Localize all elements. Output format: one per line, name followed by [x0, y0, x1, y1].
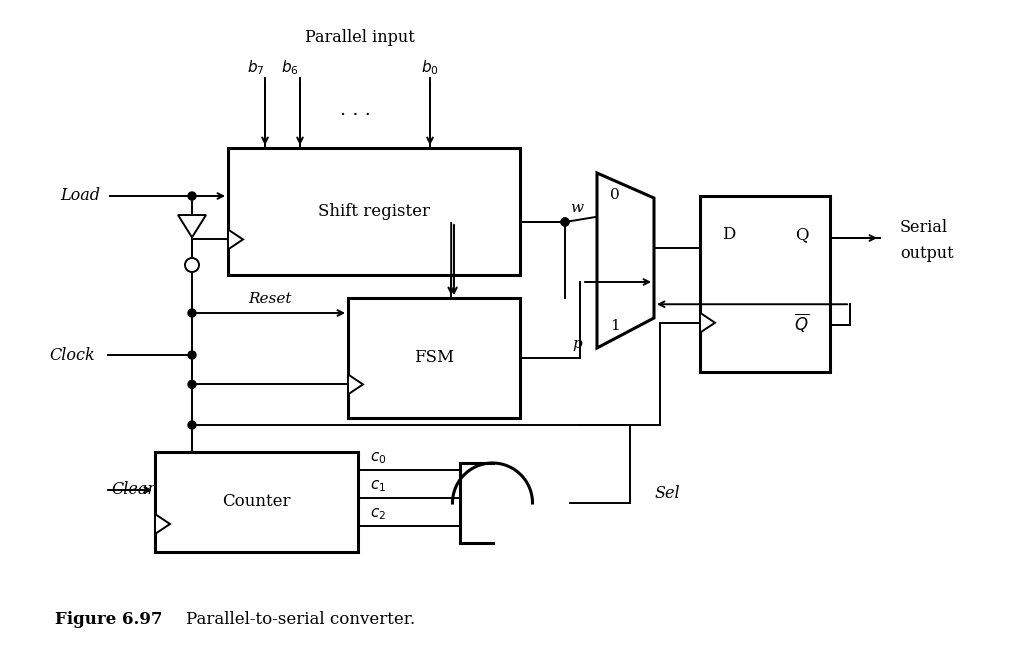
Bar [228, 148, 520, 275]
Polygon shape [597, 173, 654, 348]
Text: $b_0$: $b_0$ [421, 59, 439, 77]
Circle shape [561, 218, 569, 226]
Circle shape [188, 421, 196, 429]
Polygon shape [178, 215, 206, 237]
Text: Parallel-to-serial converter.: Parallel-to-serial converter. [165, 612, 415, 629]
Text: Counter: Counter [222, 494, 291, 511]
Bar [155, 452, 358, 552]
Text: Load: Load [60, 187, 100, 203]
Text: $\overline{Q}$: $\overline{Q}$ [794, 311, 809, 334]
Text: Reset: Reset [248, 292, 292, 306]
Text: Q: Q [795, 226, 808, 243]
Text: w: w [570, 201, 583, 215]
Polygon shape [348, 375, 362, 395]
Text: $b_6$: $b_6$ [282, 59, 299, 77]
Text: $c_2$: $c_2$ [370, 506, 386, 522]
Text: Shift register: Shift register [318, 203, 430, 220]
Text: 0: 0 [610, 188, 620, 202]
Circle shape [188, 380, 196, 388]
Text: p: p [572, 337, 582, 351]
Bar [700, 196, 830, 372]
Text: Sel: Sel [655, 485, 681, 502]
Polygon shape [228, 229, 243, 249]
Text: $c_1$: $c_1$ [370, 478, 386, 494]
Circle shape [188, 351, 196, 359]
Circle shape [185, 258, 199, 272]
Text: $c_0$: $c_0$ [370, 450, 386, 466]
Circle shape [561, 218, 569, 226]
Text: Parallel input: Parallel input [305, 30, 415, 47]
Text: output: output [900, 244, 953, 262]
Circle shape [188, 192, 196, 200]
Polygon shape [155, 514, 170, 534]
Text: Serial: Serial [900, 220, 948, 237]
Text: D: D [722, 226, 735, 243]
Text: 1: 1 [610, 319, 620, 333]
Bar [348, 298, 520, 418]
Text: Figure 6.97: Figure 6.97 [55, 612, 163, 629]
Text: Clear: Clear [111, 481, 155, 498]
Text: FSM: FSM [414, 349, 454, 367]
Text: $b_7$: $b_7$ [247, 59, 265, 77]
Text: · · ·: · · · [340, 106, 371, 124]
Text: Clock: Clock [49, 347, 95, 364]
Circle shape [188, 309, 196, 317]
Polygon shape [700, 313, 715, 332]
